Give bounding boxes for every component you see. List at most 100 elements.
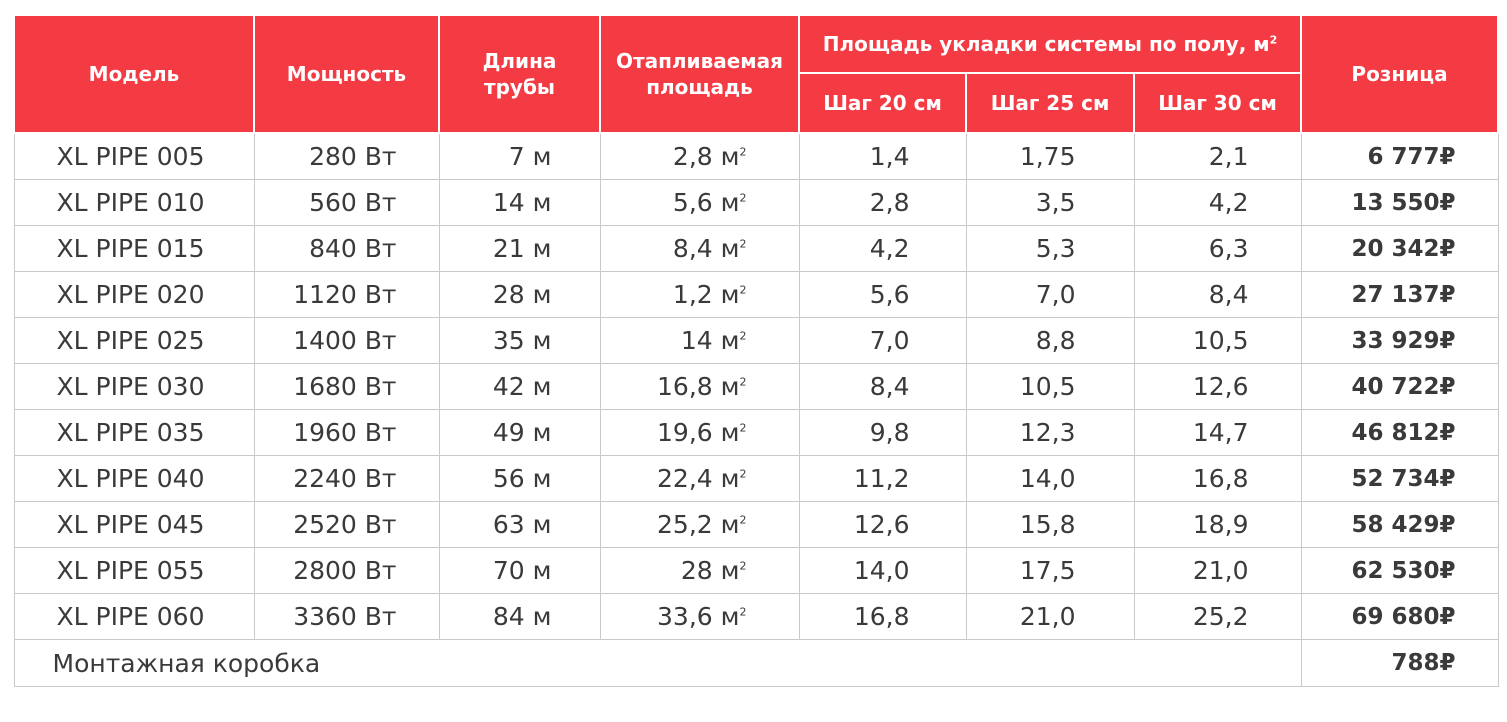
cell-step-30: 4,2	[1133, 179, 1302, 226]
area-unit-sup: 2	[739, 375, 747, 389]
cell-retail-price: 62 530₽	[1300, 547, 1499, 594]
cell-heated-area: 8,4 м2	[599, 225, 800, 272]
cell-step-30: 8,4	[1133, 271, 1302, 318]
area-unit-sup: 2	[739, 283, 747, 297]
cell-step-25: 14,0	[965, 455, 1135, 502]
cell-retail-price: 52 734₽	[1300, 455, 1499, 502]
cell-heated-area: 28 м2	[599, 547, 800, 594]
table-row: XL PIPE 010 560 Вт 14 м 5,6 м2 2,8 3,5 4,2 13 5…	[13, 179, 1499, 226]
cell-step-25: 10,5	[965, 363, 1135, 410]
cell-power: 560 Вт	[253, 179, 440, 226]
cell-retail-price: 13 550₽	[1300, 179, 1499, 226]
cell-step-20: 2,8	[798, 179, 967, 226]
cell-step-25: 15,8	[965, 501, 1135, 548]
cell-step-25: 5,3	[965, 225, 1135, 272]
cell-step-30: 16,8	[1133, 455, 1302, 502]
cell-pipe-length: 28 м	[438, 271, 601, 318]
table-row: XL PIPE 015 840 Вт 21 м 8,4 м2 4,2 5,3 6,3 20 3…	[13, 225, 1499, 272]
cell-retail-price: 69 680₽	[1300, 593, 1499, 640]
heated-area-value: 1,2 м	[672, 280, 740, 309]
header-heated-area: Отапливаемая площадь	[599, 14, 800, 134]
cell-power: 2240 Вт	[253, 455, 440, 502]
area-unit-sup: 2	[739, 513, 747, 527]
heated-area-value: 16,8 м	[657, 372, 740, 401]
heated-area-value: 2,8 м	[672, 142, 740, 171]
heated-area-value: 5,6 м	[672, 188, 740, 217]
table-row: XL PIPE 020 1120 Вт 28 м 1,2 м2 5,6 7,0 8,4 27 …	[13, 271, 1499, 318]
cell-model: XL PIPE 015	[13, 225, 255, 272]
cell-pipe-length: 84 м	[438, 593, 601, 640]
cell-model: XL PIPE 055	[13, 547, 255, 594]
cell-heated-area: 1,2 м2	[599, 271, 800, 318]
cell-pipe-length: 35 м	[438, 317, 601, 364]
cell-step-25: 12,3	[965, 409, 1135, 456]
cell-step-30: 2,1	[1133, 132, 1302, 180]
cell-model: XL PIPE 005	[13, 132, 255, 180]
price-table: Модель Мощность Длина трубы Отапливаемая…	[13, 14, 1499, 687]
cell-retail-price: 58 429₽	[1300, 501, 1499, 548]
cell-retail-price: 40 722₽	[1300, 363, 1499, 410]
footer-row: Монтажная коробка 788₽	[13, 639, 1499, 687]
header-model: Модель	[13, 14, 255, 134]
cell-step-20: 12,6	[798, 501, 967, 548]
heated-area-value: 25,2 м	[657, 510, 740, 539]
area-unit-sup: 2	[739, 559, 747, 573]
cell-step-30: 14,7	[1133, 409, 1302, 456]
cell-step-20: 14,0	[798, 547, 967, 594]
cell-step-30: 6,3	[1133, 225, 1302, 272]
table-row: XL PIPE 040 2240 Вт 56 м 22,4 м2 11,2 14,0 16,…	[13, 455, 1499, 502]
header-retail: Розница	[1300, 14, 1499, 134]
cell-power: 840 Вт	[253, 225, 440, 272]
cell-step-20: 16,8	[798, 593, 967, 640]
table-row: XL PIPE 005 280 Вт 7 м 2,8 м2 1,4 1,75 2,1 6 77…	[13, 132, 1499, 180]
cell-step-30: 12,6	[1133, 363, 1302, 410]
table-row: XL PIPE 030 1680 Вт 42 м 16,8 м2 8,4 10,5 12,6…	[13, 363, 1499, 410]
cell-heated-area: 16,8 м2	[599, 363, 800, 410]
table-row: XL PIPE 045 2520 Вт 63 м 25,2 м2 12,6 15,8 18,…	[13, 501, 1499, 548]
table-row: XL PIPE 055 2800 Вт 70 м 28 м2 14,0 17,5 21,0 6…	[13, 547, 1499, 594]
area-unit-sup: 2	[739, 605, 747, 619]
cell-step-20: 1,4	[798, 132, 967, 180]
header-power: Мощность	[253, 14, 440, 134]
cell-power: 2520 Вт	[253, 501, 440, 548]
cell-heated-area: 2,8 м2	[599, 132, 800, 180]
cell-power: 1120 Вт	[253, 271, 440, 318]
cell-model: XL PIPE 025	[13, 317, 255, 364]
cell-step-25: 3,5	[965, 179, 1135, 226]
cell-pipe-length: 70 м	[438, 547, 601, 594]
table-header: Модель Мощность Длина трубы Отапливаемая…	[13, 14, 1499, 134]
cell-heated-area: 5,6 м2	[599, 179, 800, 226]
cell-power: 1680 Вт	[253, 363, 440, 410]
cell-step-25: 7,0	[965, 271, 1135, 318]
cell-step-25: 21,0	[965, 593, 1135, 640]
area-unit-sup: 2	[739, 421, 747, 435]
heated-area-value: 19,6 м	[657, 418, 740, 447]
cell-model: XL PIPE 060	[13, 593, 255, 640]
cell-pipe-length: 21 м	[438, 225, 601, 272]
area-unit-sup: 2	[739, 237, 747, 251]
header-pipe-length: Длина трубы	[438, 14, 601, 134]
cell-step-20: 9,8	[798, 409, 967, 456]
footer-label: Монтажная коробка	[13, 639, 1302, 687]
cell-step-20: 4,2	[798, 225, 967, 272]
footer-price: 788₽	[1300, 639, 1499, 687]
cell-power: 1960 Вт	[253, 409, 440, 456]
table-row: XL PIPE 060 3360 Вт 84 м 33,6 м2 16,8 21,0 25,…	[13, 593, 1499, 640]
cell-step-20: 11,2	[798, 455, 967, 502]
cell-model: XL PIPE 040	[13, 455, 255, 502]
cell-step-25: 8,8	[965, 317, 1135, 364]
heated-area-value: 14 м	[680, 326, 740, 355]
area-unit-sup: 2	[739, 191, 747, 205]
cell-power: 280 Вт	[253, 132, 440, 180]
heated-area-value: 28 м	[680, 556, 740, 585]
cell-step-25: 17,5	[965, 547, 1135, 594]
cell-model: XL PIPE 045	[13, 501, 255, 548]
area-unit-sup: 2	[739, 467, 747, 481]
cell-power: 2800 Вт	[253, 547, 440, 594]
cell-model: XL PIPE 035	[13, 409, 255, 456]
cell-pipe-length: 42 м	[438, 363, 601, 410]
header-step-20: Шаг 20 см	[798, 72, 967, 134]
header-laying-area: Площадь укладки системы по полу, м2	[798, 14, 1302, 74]
header-step-30: Шаг 30 см	[1133, 72, 1302, 134]
header-step-25: Шаг 25 см	[965, 72, 1135, 134]
